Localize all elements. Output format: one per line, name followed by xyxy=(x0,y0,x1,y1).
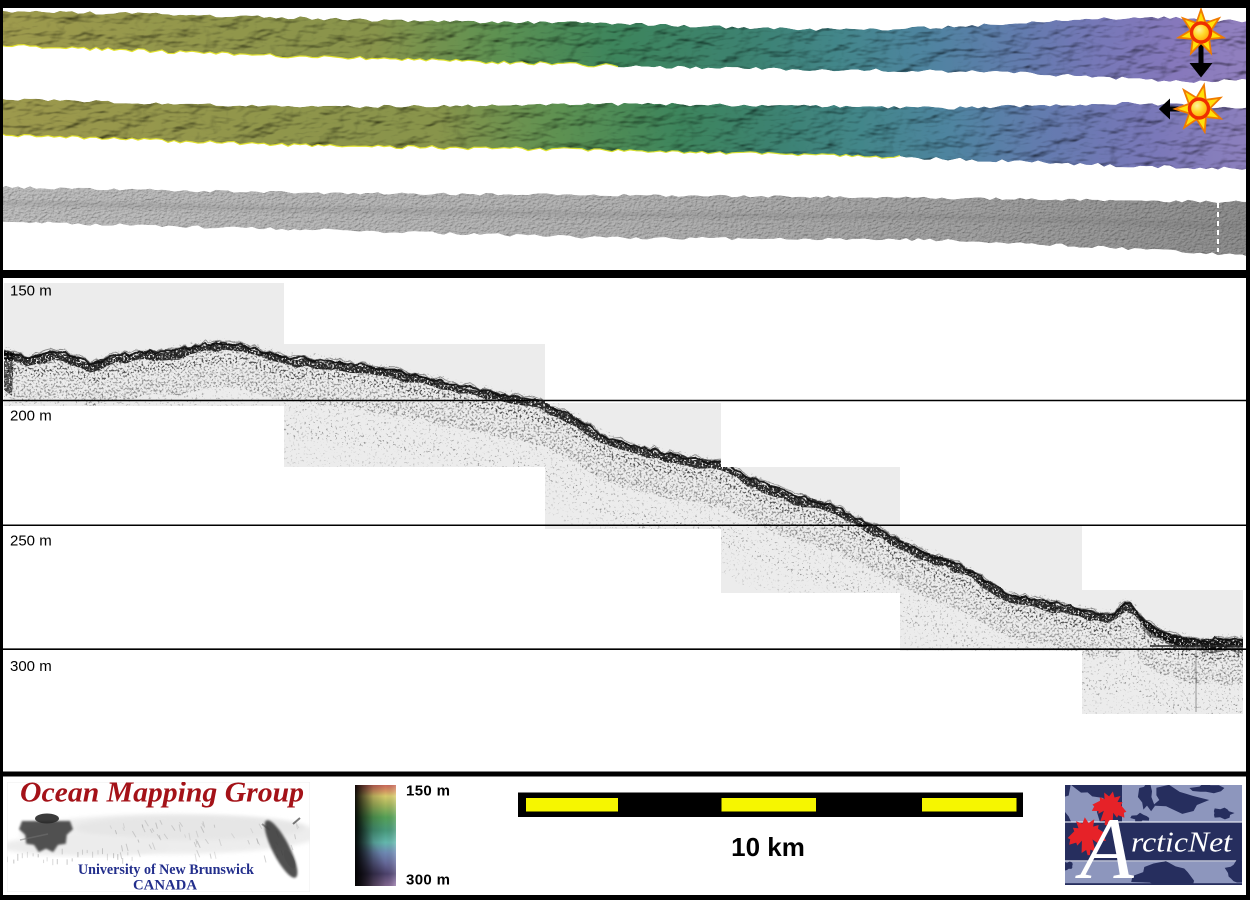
svg-text:10 km: 10 km xyxy=(731,832,805,862)
svg-text:300 m: 300 m xyxy=(10,658,52,675)
svg-text:250 m: 250 m xyxy=(10,533,52,550)
svg-text:CANADA: CANADA xyxy=(133,878,197,894)
svg-text:Ocean Mapping Group: Ocean Mapping Group xyxy=(20,778,304,809)
svg-text:150 m: 150 m xyxy=(10,283,52,300)
svg-text:University of New Brunswick: University of New Brunswick xyxy=(78,862,255,878)
svg-text:rcticNet: rcticNet xyxy=(1131,827,1233,859)
svg-text:A: A xyxy=(1075,801,1135,898)
svg-text:150 m: 150 m xyxy=(406,783,450,800)
svg-text:200 m: 200 m xyxy=(10,408,52,425)
svg-text:300 m: 300 m xyxy=(406,872,450,889)
